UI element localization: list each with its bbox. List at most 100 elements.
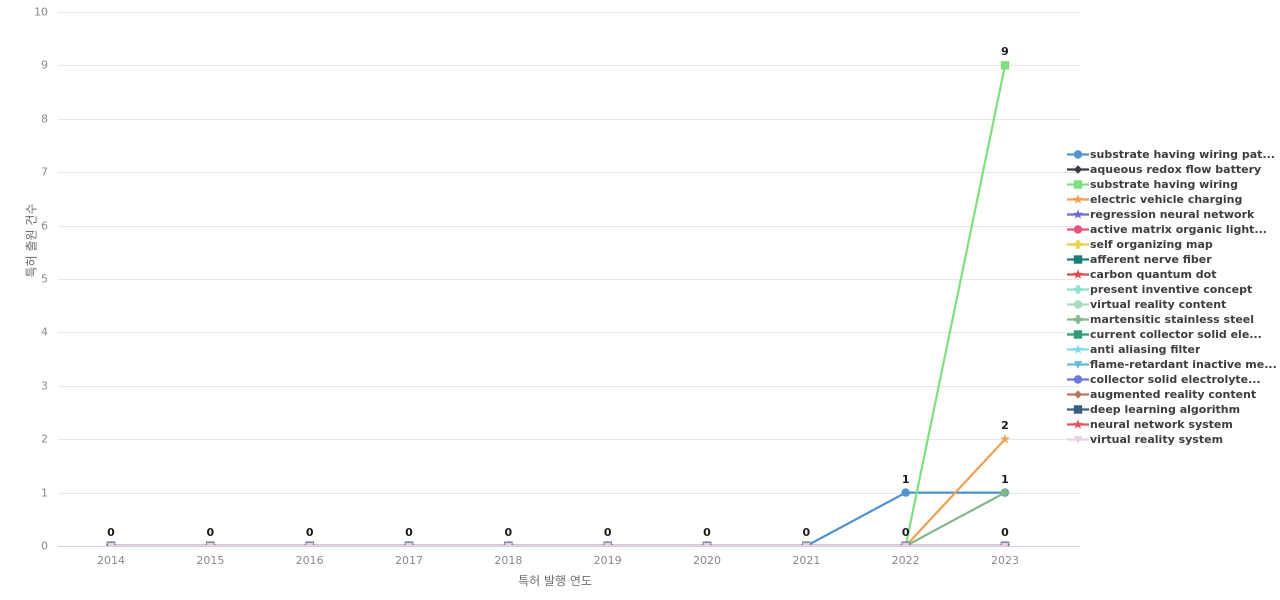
gridline-y-8 xyxy=(58,118,1080,120)
gridline-y-2 xyxy=(58,439,1080,441)
legend-marker-plus-icon xyxy=(1066,312,1090,327)
legend-marker-square-icon xyxy=(1066,327,1090,342)
legend-marker-diamond-icon xyxy=(1066,162,1090,177)
x-tick-label-2016: 2016 xyxy=(295,554,324,567)
legend-marker-circle-icon xyxy=(1066,297,1090,312)
legend-item-9[interactable]: present inventive concept xyxy=(1066,282,1280,297)
legend-item-8[interactable]: carbon quantum dot xyxy=(1066,267,1280,282)
point-label-2018-0: 0 xyxy=(504,526,513,539)
point-label-2021-0: 0 xyxy=(802,526,811,539)
legend-marker-star-icon xyxy=(1066,417,1090,432)
gridline-y-10 xyxy=(58,12,1080,13)
legend-marker-square-icon xyxy=(1066,402,1090,417)
point-label-2020-0: 0 xyxy=(703,526,711,539)
legend-item-1[interactable]: aqueous redox flow battery xyxy=(1066,162,1280,177)
point-label-2023-2: 2 xyxy=(1001,419,1009,433)
y-tick-label-9: 9 xyxy=(41,58,48,72)
x-axis-title: 특허 발행 연도 xyxy=(518,574,592,588)
legend[interactable]: substrate having wiring pat... aqueous re… xyxy=(1066,147,1280,447)
series-2 xyxy=(106,61,1010,546)
point-label-2014-0: 0 xyxy=(107,526,115,539)
y-tick-label-2: 2 xyxy=(41,432,48,446)
y-tick-label-10: 10 xyxy=(34,5,48,19)
legend-label: substrate having wiring pat... xyxy=(1090,148,1275,161)
series-lines xyxy=(106,61,1010,546)
gridline-y-9 xyxy=(58,65,1080,67)
x-tick-label-2015: 2015 xyxy=(196,554,225,567)
y-tick-label-7: 7 xyxy=(41,165,48,179)
legend-item-11[interactable]: martensitic stainless steel xyxy=(1066,312,1280,327)
legend-label: anti aliasing filter xyxy=(1090,343,1201,356)
plot-area: 0 0 0 0 0 0 0 0 0 1 0 1 2 9 xyxy=(58,12,1080,547)
x-tick-label-2017: 2017 xyxy=(395,554,423,567)
x-tick-label-2014: 2014 xyxy=(97,554,125,567)
point-label-2016-0: 0 xyxy=(305,526,314,539)
point-label-2023-0: 0 xyxy=(1001,526,1009,539)
x-tick-label-2020: 2020 xyxy=(693,554,721,567)
point-label-2022-1: 1 xyxy=(901,472,910,486)
legend-marker-plus-icon xyxy=(1066,282,1090,297)
x-tick-label-2022: 2022 xyxy=(891,554,920,567)
gridline-y-6 xyxy=(58,225,1080,227)
x-tick-label-2019: 2019 xyxy=(593,554,622,567)
legend-marker-star-icon xyxy=(1066,192,1090,207)
legend-item-14[interactable]: flame-retardant inactive me... xyxy=(1066,357,1280,372)
legend-item-3[interactable]: electric vehicle charging xyxy=(1066,192,1280,207)
legend-label: active matrix organic light... xyxy=(1090,223,1267,236)
legend-label: collector solid electrolyte... xyxy=(1090,373,1261,386)
point-label-2015-0: 0 xyxy=(206,526,215,539)
legend-item-4[interactable]: regression neural network xyxy=(1066,207,1280,222)
legend-item-7[interactable]: afferent nerve fiber xyxy=(1066,252,1280,267)
legend-marker-star-icon xyxy=(1066,207,1090,222)
legend-item-15[interactable]: collector solid electrolyte... xyxy=(1066,372,1280,387)
legend-label: substrate having wiring xyxy=(1090,178,1239,191)
legend-marker-square-icon xyxy=(1066,252,1090,267)
legend-item-6[interactable]: self organizing map xyxy=(1066,237,1280,252)
legend-label: self organizing map xyxy=(1090,238,1213,251)
legend-item-16[interactable]: augmented reality content xyxy=(1066,387,1280,402)
series-11 xyxy=(106,488,1010,546)
legend-item-13[interactable]: anti aliasing filter xyxy=(1066,342,1280,357)
legend-label: deep learning algorithm xyxy=(1090,403,1241,416)
legend-label: current collector solid ele... xyxy=(1090,328,1262,341)
legend-marker-star-icon xyxy=(1066,267,1090,282)
legend-label: augmented reality content xyxy=(1090,388,1257,401)
legend-label: flame-retardant inactive me... xyxy=(1090,358,1277,371)
legend-label: present inventive concept xyxy=(1090,283,1253,296)
legend-item-10[interactable]: virtual reality content xyxy=(1066,297,1280,312)
series-3 xyxy=(106,433,1010,546)
y-tick-label-0: 0 xyxy=(41,539,48,553)
legend-item-12[interactable]: current collector solid ele... xyxy=(1066,327,1280,342)
legend-item-2[interactable]: substrate having wiring xyxy=(1066,177,1280,192)
legend-label: virtual reality content xyxy=(1090,298,1227,311)
gridline-y-0 xyxy=(58,546,1080,547)
legend-marker-plus-icon xyxy=(1066,237,1090,252)
legend-label: neural network system xyxy=(1090,418,1233,431)
y-tick-label-8: 8 xyxy=(41,112,48,126)
gridline-y-3 xyxy=(58,385,1080,387)
legend-label: aqueous redox flow battery xyxy=(1090,163,1262,176)
gridline-y-4 xyxy=(58,332,1080,334)
legend-label: martensitic stainless steel xyxy=(1090,313,1255,326)
series-19 xyxy=(106,542,1010,546)
legend-marker-circle-icon xyxy=(1066,372,1090,387)
gridline-y-5 xyxy=(58,279,1080,280)
legend-marker-circle-icon xyxy=(1066,147,1090,162)
y-tick-label-3: 3 xyxy=(41,379,48,393)
y-tick-label-4: 4 xyxy=(41,325,48,339)
legend-item-18[interactable]: neural network system xyxy=(1066,417,1280,432)
legend-item-5[interactable]: active matrix organic light... xyxy=(1066,222,1280,237)
series-0 xyxy=(106,488,1010,546)
gridline-y-1 xyxy=(58,492,1080,494)
legend-item-17[interactable]: deep learning algorithm xyxy=(1066,402,1280,417)
legend-marker-star-icon xyxy=(1066,342,1090,357)
legend-label: virtual reality system xyxy=(1090,433,1224,446)
legend-item-19[interactable]: virtual reality system xyxy=(1066,432,1280,447)
legend-marker-circle-icon xyxy=(1066,222,1090,237)
x-tick-label-2018: 2018 xyxy=(494,554,523,567)
point-label-2023-9: 9 xyxy=(1001,45,1009,59)
legend-label: afferent nerve fiber xyxy=(1090,253,1212,266)
legend-marker-triangle-down-icon xyxy=(1066,432,1090,447)
legend-item-0[interactable]: substrate having wiring pat... xyxy=(1066,147,1280,162)
